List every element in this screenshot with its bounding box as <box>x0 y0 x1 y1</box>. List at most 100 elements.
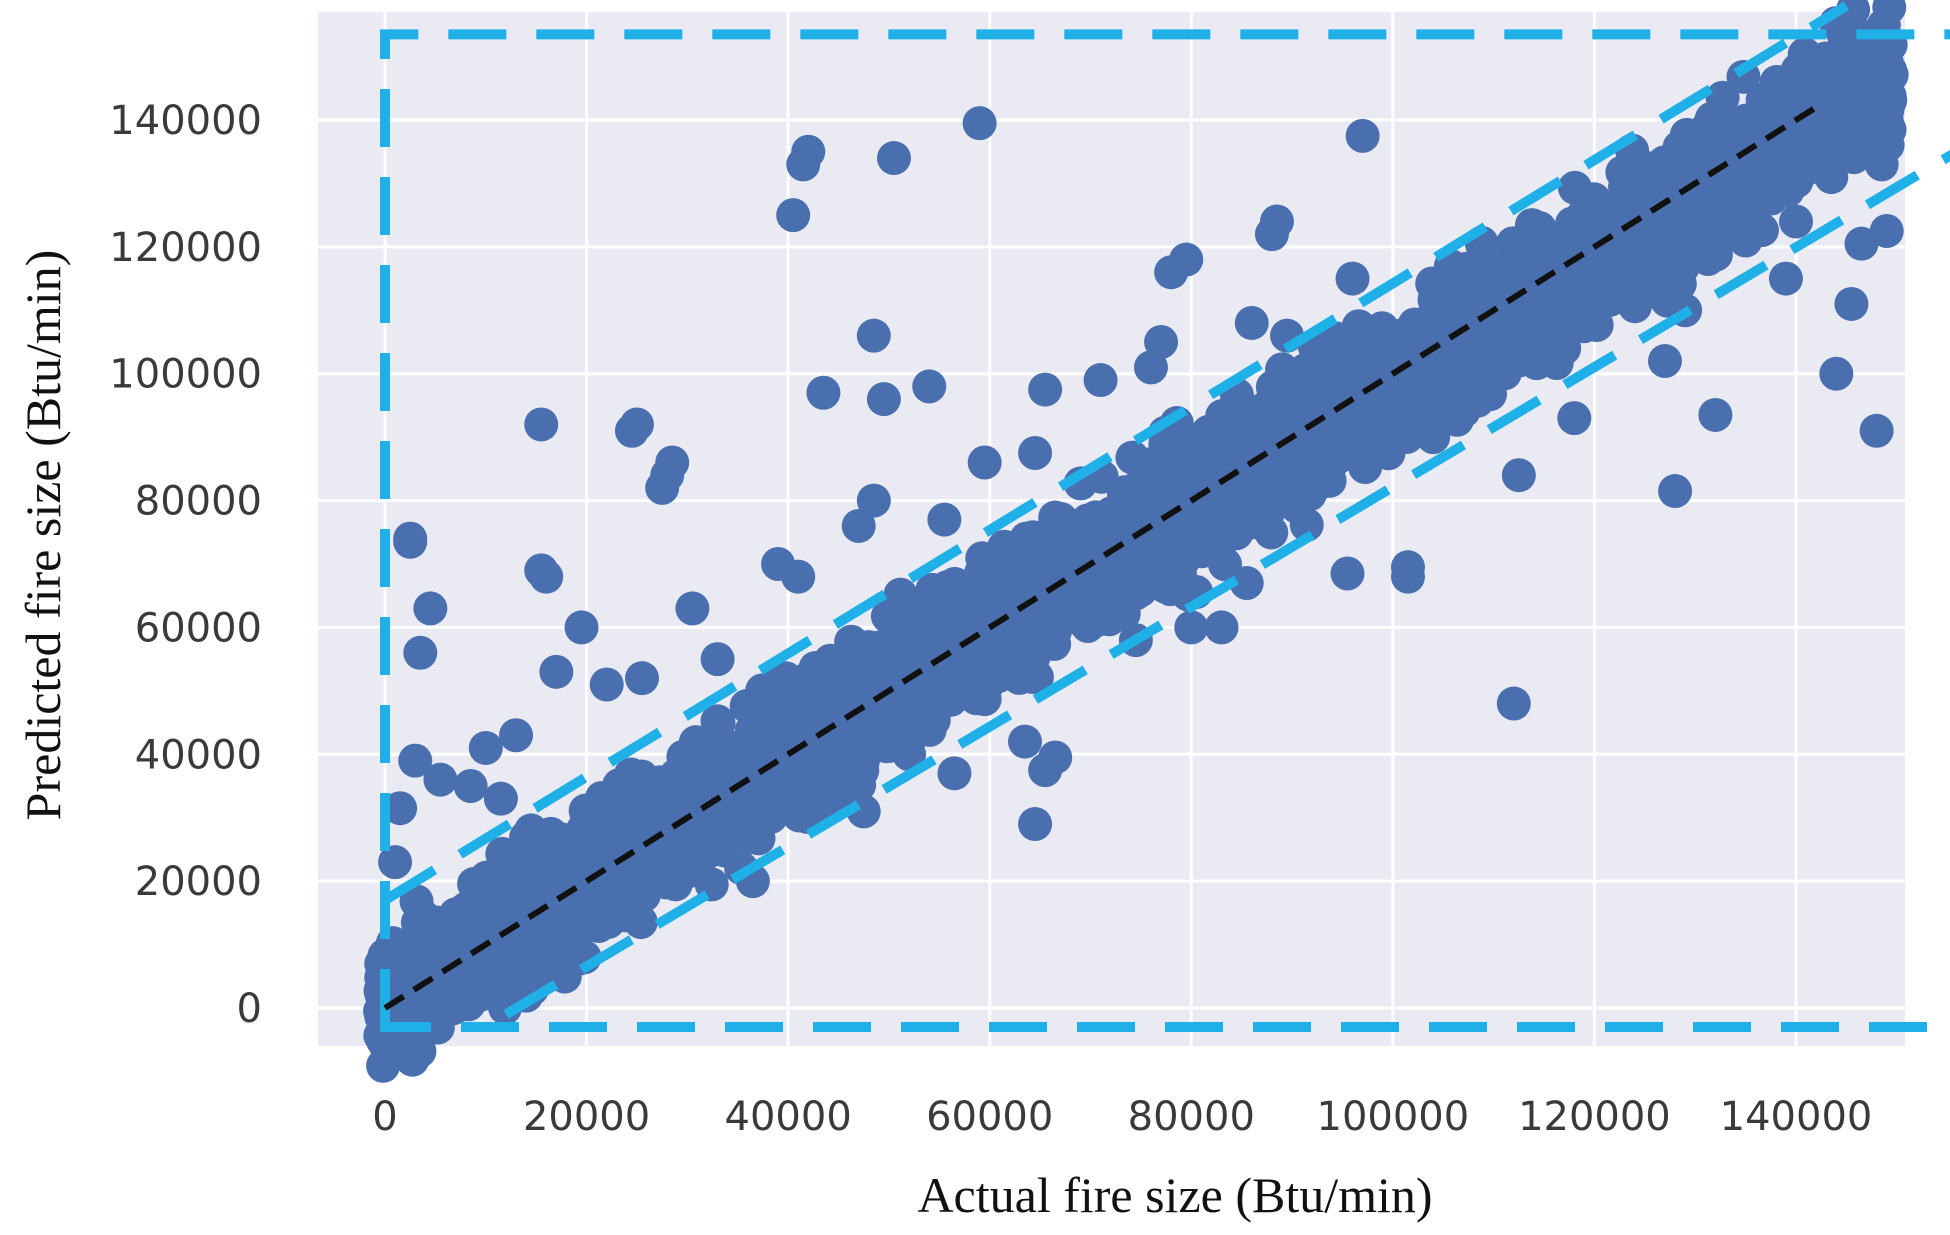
data-point <box>727 747 762 782</box>
outlier-point <box>1330 556 1365 591</box>
data-point <box>1106 596 1141 631</box>
data-point <box>1516 243 1551 278</box>
data-point <box>1365 311 1400 346</box>
data-point <box>1131 447 1166 482</box>
data-point <box>488 990 523 1025</box>
outlier-point <box>1622 160 1657 195</box>
outlier-point <box>1779 204 1813 239</box>
outlier-point <box>892 737 927 772</box>
y-tick-label: 60000 <box>135 605 262 651</box>
y-tick-label: 100000 <box>109 352 262 398</box>
outlier-point <box>483 781 518 816</box>
data-point <box>949 645 984 680</box>
data-point <box>1354 394 1389 429</box>
outlier-point <box>403 635 438 670</box>
outlier-point <box>1018 807 1053 842</box>
outlier-point <box>1637 248 1672 283</box>
data-point <box>420 915 455 950</box>
y-tick-label: 120000 <box>109 225 262 271</box>
outlier-point <box>962 106 997 141</box>
x-tick-label: 0 <box>372 1094 397 1140</box>
data-point <box>907 688 942 723</box>
outlier-point <box>927 502 962 537</box>
data-point <box>1240 399 1275 434</box>
outlier-point <box>856 483 891 518</box>
data-point <box>746 782 781 817</box>
data-point <box>1267 437 1302 472</box>
outlier-point <box>700 642 735 677</box>
y-tick-labels: 0 20000 40000 60000 80000 100000 120000 140000 <box>109 98 262 1032</box>
outlier-point <box>524 407 559 442</box>
outlier-point <box>1083 363 1118 398</box>
data-point <box>399 884 434 919</box>
outlier-point <box>781 559 816 594</box>
outlier-point <box>841 508 876 543</box>
outlier-point <box>1819 356 1854 391</box>
outlier-point <box>1204 610 1239 645</box>
data-point <box>1739 111 1774 146</box>
x-tick-label: 140000 <box>1720 1094 1873 1140</box>
outlier-point <box>1335 261 1370 296</box>
identity-line <box>383 104 1818 1011</box>
outlier-point <box>1280 489 1315 524</box>
data-point <box>1214 495 1249 530</box>
data-point <box>1821 98 1856 133</box>
data-point <box>850 651 885 686</box>
x-axis-title: Actual fire size (Btu/min) <box>917 1167 1432 1223</box>
outlier-point <box>1169 242 1204 277</box>
data-point <box>782 779 817 814</box>
reference-lines <box>380 1 1950 1033</box>
data-point <box>1779 164 1814 199</box>
outlier-point <box>378 845 413 880</box>
outlier-point <box>675 591 710 626</box>
data-point <box>1132 483 1167 518</box>
data-point <box>696 769 731 804</box>
data-point <box>1105 558 1140 593</box>
outlier-point <box>564 610 599 645</box>
data-point <box>1174 422 1209 457</box>
outlier-point <box>413 591 448 626</box>
data-point <box>701 706 736 741</box>
data-point <box>818 653 853 688</box>
outlier-point <box>1698 397 1733 432</box>
upper-band-line <box>382 1 1850 905</box>
data-point <box>739 703 774 738</box>
outlier-point <box>1869 214 1904 248</box>
outlier-point <box>1259 204 1294 239</box>
x-tick-labels: 0 20000 40000 60000 80000 100000 120000 140000 <box>372 1094 1872 1140</box>
data-point <box>1275 373 1310 408</box>
data-point <box>633 817 668 852</box>
outlier-point <box>589 667 624 702</box>
data-point <box>581 823 616 858</box>
outlier-point <box>398 743 433 778</box>
data-point <box>482 898 517 933</box>
outlier-point <box>1728 223 1763 258</box>
x-tick-label: 100000 <box>1317 1094 1470 1140</box>
data-point <box>1750 153 1785 188</box>
y-tick-label: 20000 <box>135 859 262 905</box>
data-point <box>767 663 802 698</box>
data-point <box>842 768 877 803</box>
data-point <box>1789 57 1824 92</box>
outlier-point <box>393 524 428 559</box>
outlier-point <box>1834 286 1869 321</box>
outlier-point <box>625 661 660 696</box>
data-point <box>1328 406 1363 441</box>
outlier-point <box>493 933 528 968</box>
data-point <box>527 934 562 969</box>
data-point <box>1177 494 1212 529</box>
data-point <box>1363 425 1398 460</box>
outlier-point <box>937 756 972 791</box>
outlier-point <box>670 854 705 889</box>
x-tick-label: 80000 <box>1128 1094 1255 1140</box>
y-tick-label: 0 <box>237 986 262 1032</box>
data-point <box>1516 341 1551 376</box>
data-point <box>680 802 715 837</box>
outlier-point <box>1028 372 1063 407</box>
outlier-point <box>1814 160 1849 195</box>
outlier-point <box>1864 147 1899 182</box>
outlier-point <box>499 718 534 753</box>
x-tick-label: 20000 <box>523 1094 650 1140</box>
data-point <box>542 871 577 906</box>
data-point <box>1679 137 1714 172</box>
